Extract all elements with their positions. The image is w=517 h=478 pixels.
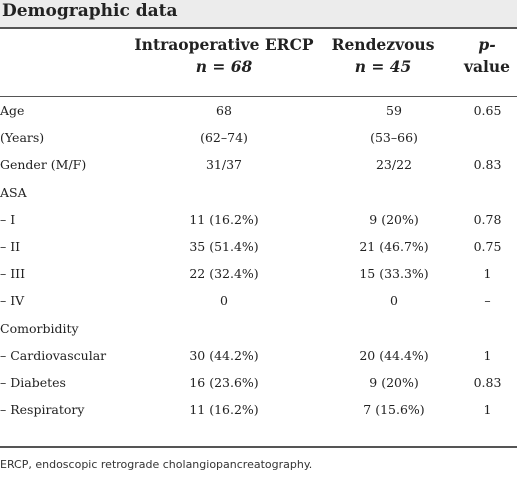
cell-intraoperative: 31/37	[205, 157, 243, 173]
row-label: Gender (M/F)	[0, 157, 87, 173]
cell-rendezvous: 9 (20%)	[369, 211, 419, 227]
cell-rendezvous: 0	[390, 293, 398, 309]
column-header-p-value: p- value	[458, 34, 516, 78]
bottom-rule	[0, 446, 517, 448]
cell-rendezvous	[330, 179, 458, 206]
cell-p-value: 0.83	[473, 374, 502, 390]
column-header-label: Rendezvous	[331, 35, 435, 54]
table-row: – I 11 (16.2%) 9 (20%) 0.78	[0, 206, 517, 233]
cell-intraoperative	[118, 179, 330, 206]
table-row: – II 35 (51.4%) 21 (46.7%) 0.75	[0, 233, 517, 260]
table-footnote: ERCP, endoscopic retrograde cholangiopan…	[0, 458, 313, 471]
table-title: Demographic data	[0, 0, 517, 27]
cell-rendezvous: 7 (15.6%)	[363, 402, 425, 418]
row-label: – Diabetes	[0, 374, 66, 390]
cell-intraoperative: 68	[216, 103, 232, 119]
table-row: – Respiratory 11 (16.2%) 7 (15.6%) 1	[0, 396, 517, 423]
column-header-sub: value	[463, 57, 511, 76]
cell-intraoperative: 35 (51.4%)	[189, 239, 259, 255]
top-rule	[0, 27, 517, 29]
row-label: – II	[0, 239, 21, 255]
table-row: – Diabetes 16 (23.6%) 9 (20%) 0.83	[0, 369, 517, 396]
cell-intraoperative: 22 (32.4%)	[189, 266, 259, 282]
table-row: ASA	[0, 179, 517, 206]
row-label: – Cardiovascular	[0, 347, 107, 363]
row-label: ASA	[0, 184, 27, 200]
cell-rendezvous	[330, 315, 458, 342]
column-header-label: Intraoperative ERCP	[134, 35, 314, 54]
cell-intraoperative: 16 (23.6%)	[189, 374, 259, 390]
table-row: Gender (M/F) 31/37 23/22 0.83	[0, 151, 517, 178]
cell-intraoperative: (62–74)	[200, 130, 248, 146]
data-table: Age 68 59 0.65 (Years) (62–74) (53–66) Gender…	[0, 97, 517, 423]
cell-p-value: 0.65	[473, 103, 502, 119]
table-row: – Cardiovascular 30 (44.2%) 20 (44.4%) 1	[0, 342, 517, 369]
row-label: – Respiratory	[0, 402, 85, 418]
cell-intraoperative: 11 (16.2%)	[189, 402, 259, 418]
cell-intraoperative: 30 (44.2%)	[189, 347, 259, 363]
cell-p-value: 0.75	[473, 239, 502, 255]
cell-rendezvous: 21 (46.7%)	[359, 239, 429, 255]
cell-intraoperative	[118, 315, 330, 342]
cell-rendezvous: 23/22	[375, 157, 413, 173]
cell-rendezvous: 59	[386, 103, 402, 119]
cell-p-value: 1	[483, 347, 492, 363]
table-row: – IV 0 0 –	[0, 287, 517, 314]
column-header-n: n = 45	[354, 57, 412, 76]
row-label: – III	[0, 266, 26, 282]
row-label: – I	[0, 211, 16, 227]
cell-p-value: 0.78	[473, 211, 502, 227]
table-row: (Years) (62–74) (53–66)	[0, 124, 517, 151]
cell-rendezvous: 15 (33.3%)	[359, 266, 429, 282]
table-row: – III 22 (32.4%) 15 (33.3%) 1	[0, 260, 517, 287]
cell-intraoperative: 0	[220, 293, 228, 309]
cell-p-value: 1	[483, 266, 492, 282]
header-rule	[0, 96, 517, 97]
cell-p-value	[458, 124, 517, 151]
column-header-label: p-	[478, 35, 496, 54]
cell-p-value: 0.83	[473, 157, 502, 173]
cell-p-value: 1	[483, 402, 492, 418]
cell-p-value	[458, 315, 517, 342]
row-label: Age	[0, 103, 25, 119]
row-label: Comorbidity	[0, 320, 79, 336]
table-row: Age 68 59 0.65	[0, 97, 517, 124]
table-row: Comorbidity	[0, 315, 517, 342]
cell-rendezvous: (53–66)	[370, 130, 418, 146]
column-header-n: n = 68	[195, 57, 253, 76]
cell-p-value	[458, 179, 517, 206]
cell-p-value: –	[484, 293, 491, 309]
cell-intraoperative: 11 (16.2%)	[189, 211, 259, 227]
row-label: (Years)	[0, 130, 45, 146]
cell-rendezvous: 9 (20%)	[369, 374, 419, 390]
row-label: – IV	[0, 293, 25, 309]
cell-rendezvous: 20 (44.4%)	[359, 347, 429, 363]
column-header-rendezvous: Rendezvous n = 45	[322, 34, 444, 78]
column-header-intraoperative-ercp: Intraoperative ERCP n = 68	[118, 34, 330, 78]
